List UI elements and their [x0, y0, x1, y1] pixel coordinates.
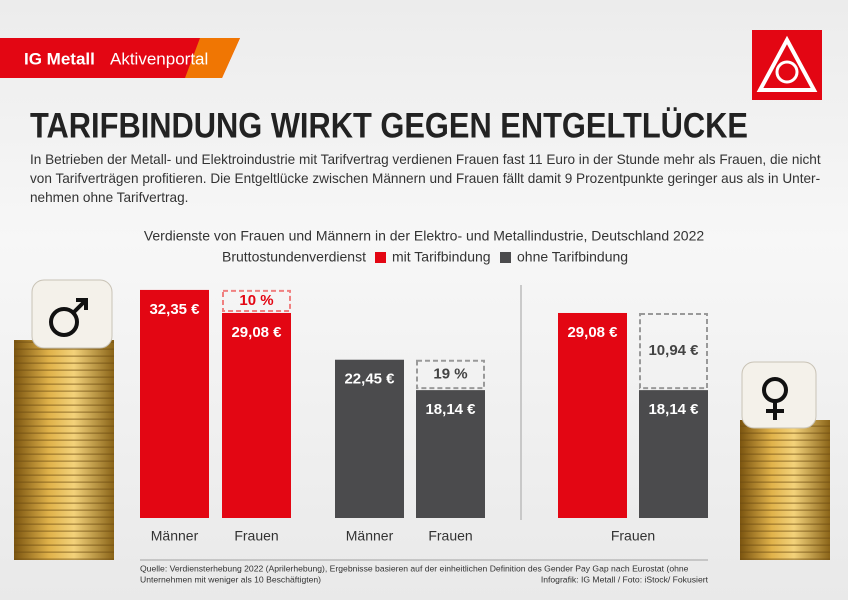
- bar: [558, 312, 627, 518]
- credit: Infografik: IG Metall / Foto: iStock/ Fo…: [541, 574, 709, 584]
- gap-label: 10 %: [239, 292, 273, 309]
- description-line: nehmen ohne Tarifvertrag.: [30, 190, 189, 205]
- description-line: In Betrieben der Metall- und Elektroindu…: [30, 152, 821, 167]
- bar: [639, 390, 708, 518]
- legend-title: Bruttostundenverdienst: [222, 249, 366, 265]
- brand: IG Metall: [24, 49, 95, 68]
- value-label: 29,08 €: [231, 324, 282, 341]
- coin-stack-right: [740, 361, 830, 560]
- value-label: 22,45 €: [344, 371, 395, 388]
- gap-box: [416, 359, 485, 390]
- category-label: Männer: [346, 528, 394, 544]
- description: In Betrieben der Metall- und Elektroindu…: [30, 150, 821, 207]
- source-line: Quelle: Verdiensterhebung 2022 (Aprilerh…: [140, 563, 689, 573]
- chart: Verdienste von Frauen und Männern in der…: [140, 228, 708, 544]
- brand-banner: [0, 38, 240, 78]
- category-label: Frauen: [428, 528, 472, 544]
- bar: [416, 390, 485, 518]
- category-label: Frauen: [611, 528, 655, 544]
- legend-swatch: [500, 252, 511, 263]
- category-label: Männer: [151, 528, 199, 544]
- value-label: 29,08 €: [567, 324, 618, 341]
- legend-label: ohne Tarifbindung: [517, 249, 628, 265]
- source-line: Unternehmen mit weniger als 10 Beschäfti…: [140, 574, 321, 584]
- legend-label: mit Tarifbindung: [392, 249, 491, 265]
- gap-label: 19 %: [433, 365, 467, 382]
- chart-title: Verdienste von Frauen und Männern in der…: [144, 228, 705, 244]
- value-label: 18,14 €: [648, 401, 699, 418]
- gap-box: [222, 289, 291, 312]
- category-label: Frauen: [234, 528, 278, 544]
- portal: Aktivenportal: [110, 49, 208, 68]
- coin-stack-left: [14, 279, 114, 560]
- banner-accent: [185, 38, 240, 78]
- description-line: von Tarifverträgen profitieren. Die Entg…: [30, 171, 821, 186]
- value-label: 18,14 €: [425, 401, 476, 418]
- bar: [222, 312, 291, 518]
- bar: [335, 359, 404, 518]
- title: TARIFBINDUNG WIRKT GEGEN ENTGELTLÜCKE: [30, 106, 748, 145]
- gap-label: 10,94 €: [648, 342, 699, 359]
- logo: [752, 30, 822, 100]
- value-label: 32,35 €: [149, 301, 200, 318]
- legend-swatch: [375, 252, 386, 263]
- bar: [140, 289, 209, 518]
- gap-box: [639, 312, 708, 390]
